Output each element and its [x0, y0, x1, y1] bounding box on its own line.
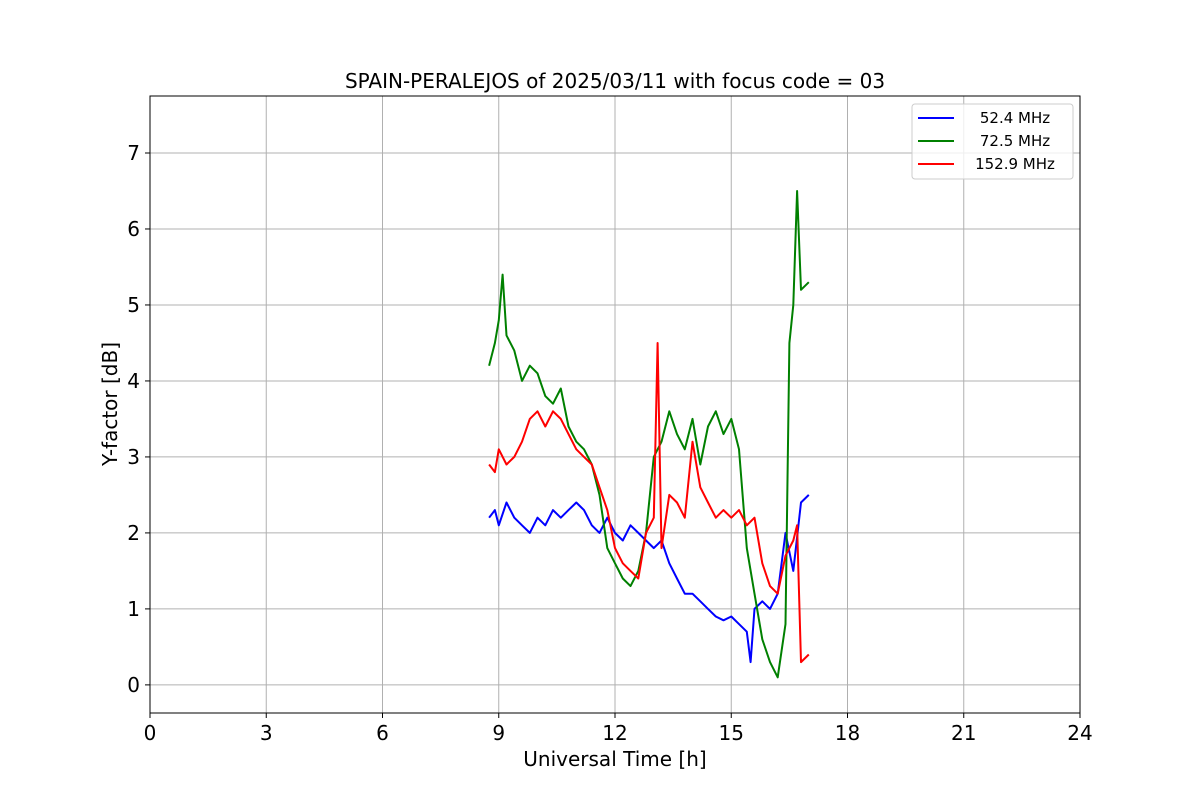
series-layer — [488, 190, 810, 679]
series-line-72-5-mhz — [488, 190, 810, 679]
chart-title: SPAIN-PERALEJOS of 2025/03/11 with focus… — [345, 69, 885, 93]
y-axis-title: Y-factor [dB] — [98, 342, 122, 467]
x-tick-label: 12 — [602, 721, 627, 745]
legend-label-152-9-mhz: 152.9 MHz — [975, 155, 1055, 173]
x-tick-label: 3 — [260, 721, 273, 745]
legend-label-72-5-mhz: 72.5 MHz — [980, 132, 1050, 150]
series-line-52-4-mhz — [488, 494, 810, 664]
x-axis-title: Universal Time [h] — [523, 747, 706, 771]
y-tick-label: 7 — [127, 141, 140, 165]
y-tick-label: 3 — [127, 445, 140, 469]
y-tick-label: 4 — [127, 369, 140, 393]
x-axis-ticks: 0 3 6 9 12 15 18 21 24 — [144, 713, 1093, 745]
x-tick-label: 24 — [1067, 721, 1092, 745]
legend-box — [911, 103, 1074, 180]
x-tick-label: 21 — [951, 721, 976, 745]
legend: 52.4 MHz 72.5 MHz 152.9 MHz — [911, 103, 1074, 180]
y-tick-label: 0 — [127, 673, 140, 697]
x-tick-label: 15 — [719, 721, 744, 745]
y-tick-label: 6 — [127, 217, 140, 241]
x-tick-label: 6 — [376, 721, 389, 745]
y-tick-label: 1 — [127, 597, 140, 621]
x-tick-label: 0 — [144, 721, 157, 745]
x-tick-label: 18 — [835, 721, 860, 745]
x-tick-label: 9 — [492, 721, 505, 745]
series-line-152-9-mhz — [488, 342, 810, 664]
legend-label-52-4-mhz: 52.4 MHz — [980, 109, 1050, 127]
y-axis-ticks: 0 1 2 3 4 5 6 7 — [127, 141, 150, 697]
y-tick-label: 2 — [127, 521, 140, 545]
y-tick-label: 5 — [127, 293, 140, 317]
